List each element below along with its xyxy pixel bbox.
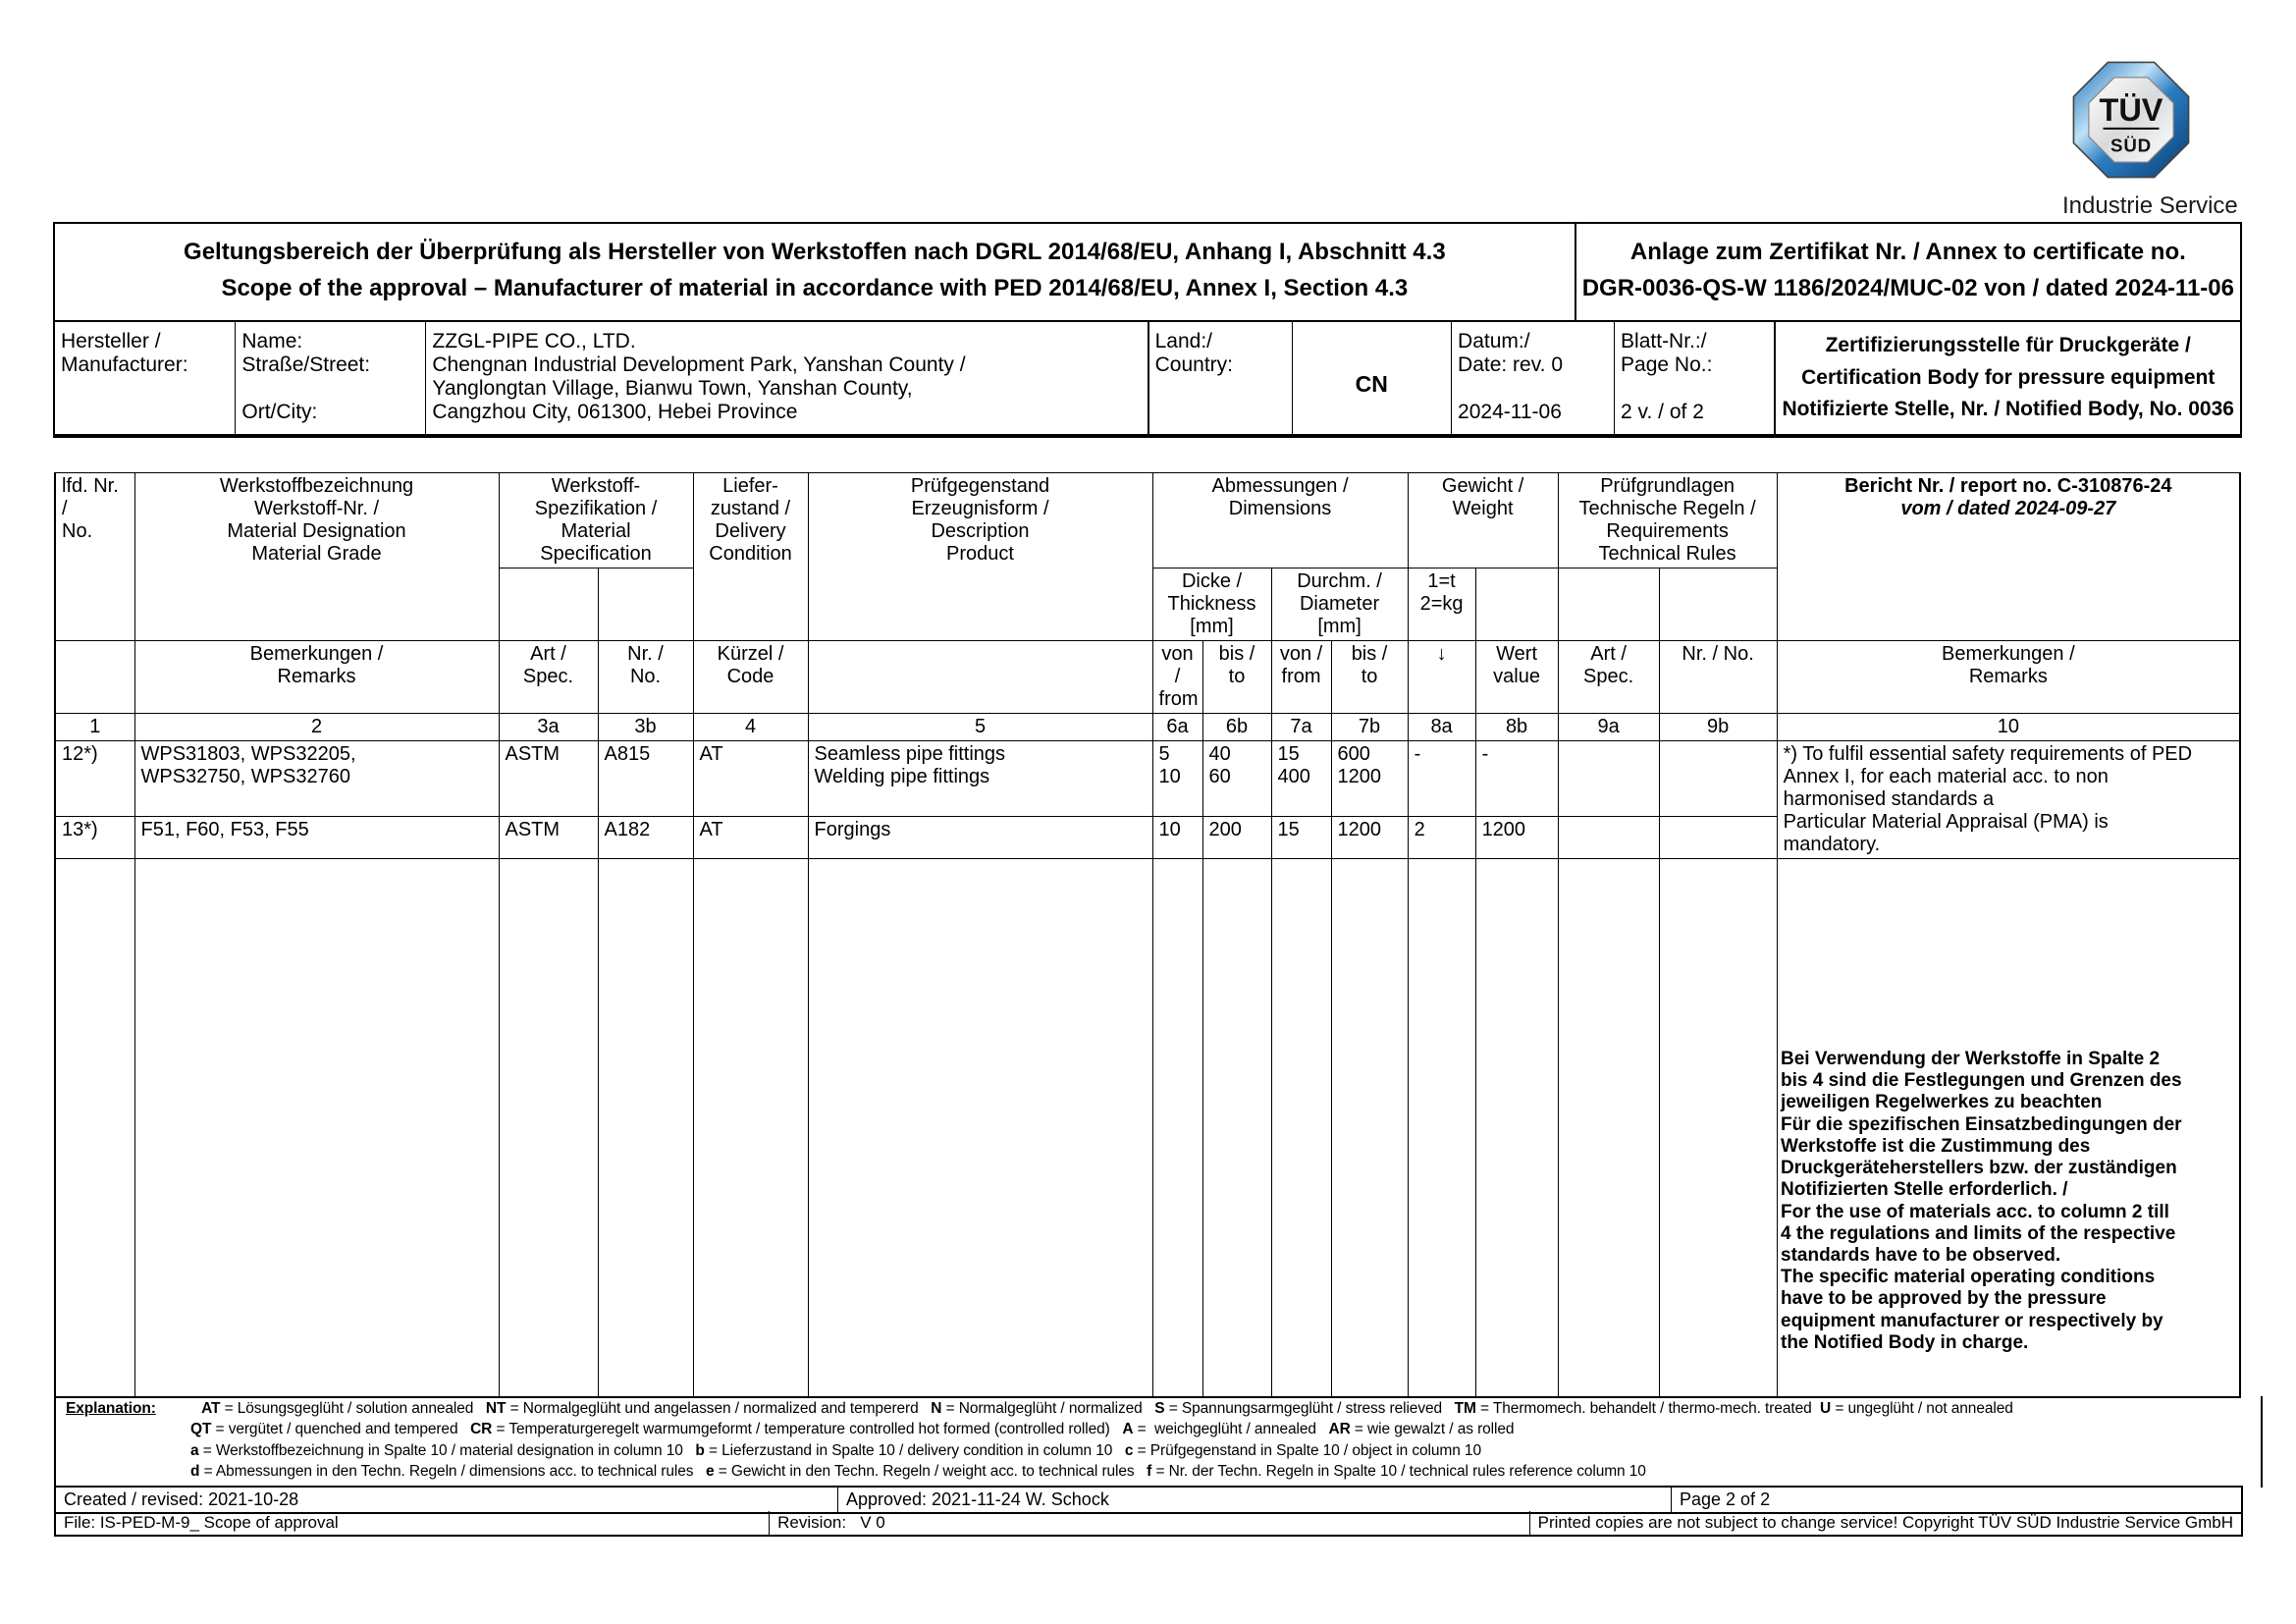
svg-text:TÜV: TÜV [2099,92,2163,128]
svg-text:SÜD: SÜD [2110,135,2152,156]
